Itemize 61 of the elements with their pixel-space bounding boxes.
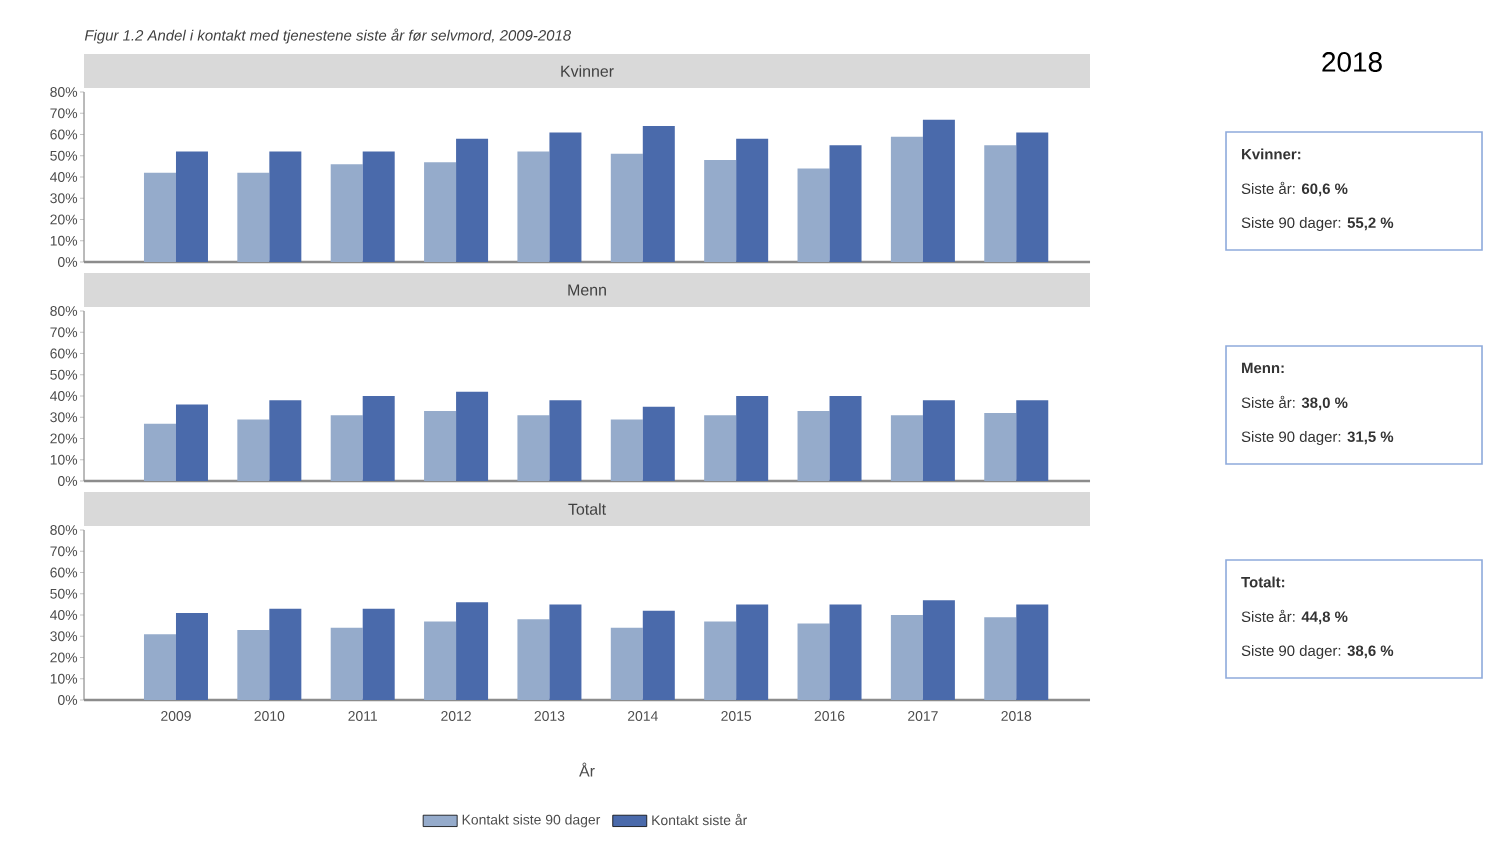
bar xyxy=(424,162,457,262)
bar xyxy=(984,145,1017,262)
bar xyxy=(642,126,675,262)
bar xyxy=(330,164,363,262)
bar xyxy=(610,419,643,481)
text: 2018 xyxy=(1322,52,1382,72)
bar xyxy=(549,604,582,700)
bar xyxy=(143,172,176,262)
bar xyxy=(237,629,270,700)
bar xyxy=(517,151,550,262)
bar xyxy=(797,168,830,262)
bar xyxy=(890,415,923,481)
bar xyxy=(610,153,643,262)
bar xyxy=(1016,604,1049,700)
bar xyxy=(610,627,643,700)
bar xyxy=(456,391,489,481)
bar xyxy=(330,415,363,481)
bar xyxy=(984,413,1017,481)
bar xyxy=(362,151,395,262)
bar xyxy=(517,415,550,481)
bar xyxy=(890,615,923,700)
bar xyxy=(797,623,830,700)
bar xyxy=(175,404,208,481)
bar xyxy=(704,415,737,481)
bar xyxy=(922,600,955,700)
bar xyxy=(890,136,923,262)
bar xyxy=(642,406,675,481)
bar xyxy=(642,610,675,700)
bar xyxy=(549,400,582,481)
bar xyxy=(984,617,1017,700)
bar xyxy=(1016,132,1049,262)
bar xyxy=(704,160,737,262)
bar xyxy=(362,608,395,700)
bar xyxy=(829,145,862,262)
bar xyxy=(517,619,550,700)
bar xyxy=(237,419,270,481)
bar xyxy=(922,400,955,481)
bar xyxy=(1016,400,1049,481)
bar xyxy=(736,604,769,700)
bar xyxy=(736,396,769,481)
bar xyxy=(269,608,302,700)
bar xyxy=(424,621,457,700)
bar xyxy=(143,634,176,700)
bar xyxy=(549,132,582,262)
bar xyxy=(330,627,363,700)
bar xyxy=(797,410,830,481)
bar xyxy=(922,119,955,262)
bar xyxy=(362,396,395,481)
bar xyxy=(175,612,208,700)
bar xyxy=(269,151,302,262)
bar xyxy=(269,400,302,481)
bar xyxy=(143,423,176,481)
bar xyxy=(829,396,862,481)
bar xyxy=(704,621,737,700)
bar xyxy=(424,410,457,481)
bar xyxy=(829,604,862,700)
bar xyxy=(456,602,489,700)
bar xyxy=(175,151,208,262)
bar xyxy=(736,138,769,262)
bar xyxy=(456,138,489,262)
bar xyxy=(237,172,270,262)
